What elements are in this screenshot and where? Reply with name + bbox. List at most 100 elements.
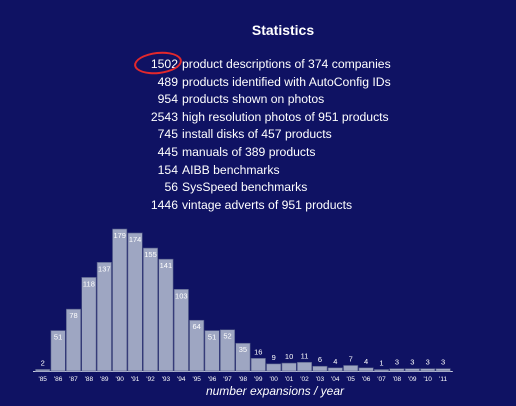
bar-05 bbox=[343, 365, 359, 372]
data-label: 52 bbox=[223, 332, 231, 341]
bar-93 bbox=[158, 258, 174, 372]
x-tick-label: '89 bbox=[100, 376, 109, 383]
data-label: 6 bbox=[318, 355, 322, 364]
data-label: 2 bbox=[41, 358, 45, 367]
bar-04 bbox=[327, 367, 343, 372]
x-tick-label: '00 bbox=[269, 376, 278, 383]
data-label: 10 bbox=[285, 352, 293, 361]
bar-00 bbox=[266, 363, 282, 372]
stat-description: vintage adverts of 951 products bbox=[182, 197, 353, 212]
statistics-list: 1502 product descriptions of 374 companie… bbox=[0, 56, 516, 214]
bar-06 bbox=[358, 367, 374, 372]
bar-01 bbox=[281, 362, 297, 372]
bar-11 bbox=[435, 368, 451, 372]
bar-98 bbox=[235, 342, 251, 372]
bar-95 bbox=[189, 319, 205, 372]
stat-description: high resolution photos of 951 products bbox=[182, 109, 389, 124]
x-tick-label: '97 bbox=[223, 376, 232, 383]
stat-row: 445 manuals of 389 products bbox=[0, 144, 516, 162]
x-tick-label: '04 bbox=[331, 376, 340, 383]
x-tick-label: '86 bbox=[54, 376, 63, 383]
bar-91 bbox=[127, 232, 143, 372]
x-tick-label: '03 bbox=[316, 376, 325, 383]
stat-row: 2543 high resolution photos of 951 produc… bbox=[0, 109, 516, 127]
x-tick-label: '01 bbox=[285, 376, 294, 383]
stat-description: SysSpeed benchmarks bbox=[182, 180, 308, 195]
stat-row: 745 install disks of 457 products bbox=[0, 126, 516, 144]
data-label: 3 bbox=[441, 358, 445, 367]
bar-86 bbox=[50, 330, 66, 372]
data-label: 155 bbox=[144, 250, 157, 259]
stat-row: 489 products identified with AutoConfig I… bbox=[0, 74, 516, 92]
data-label: 78 bbox=[69, 311, 77, 320]
data-label: 179 bbox=[113, 231, 126, 240]
data-label: 4 bbox=[333, 357, 337, 366]
bar-94 bbox=[173, 288, 189, 372]
bar-07 bbox=[373, 369, 389, 372]
x-tick-label: '99 bbox=[254, 376, 263, 383]
bar-87 bbox=[66, 308, 82, 372]
stat-description: install disks of 457 products bbox=[182, 127, 332, 142]
stat-number: 954 bbox=[157, 92, 178, 107]
stat-row: 1502 product descriptions of 374 companie… bbox=[0, 56, 516, 74]
data-label: 51 bbox=[208, 333, 216, 342]
bar-08 bbox=[389, 368, 405, 372]
data-label: 11 bbox=[301, 351, 309, 360]
data-label: 141 bbox=[160, 261, 173, 270]
data-label: 118 bbox=[83, 279, 95, 288]
x-tick-label: '07 bbox=[377, 376, 386, 383]
stat-description: product descriptions of 374 companies bbox=[182, 57, 391, 71]
x-tick-label: '98 bbox=[239, 376, 248, 383]
data-label: 4 bbox=[364, 357, 368, 366]
stat-description: products identified with AutoConfig IDs bbox=[182, 74, 391, 89]
data-label: 51 bbox=[54, 333, 62, 342]
bar-02 bbox=[296, 361, 312, 372]
x-tick-label: '93 bbox=[162, 376, 171, 383]
stat-number: 1502 bbox=[150, 57, 178, 71]
stat-number: 2543 bbox=[150, 109, 178, 124]
bar-97 bbox=[220, 329, 236, 372]
stat-description: products shown on photos bbox=[182, 92, 325, 107]
stat-number: 489 bbox=[157, 74, 178, 89]
stat-number: 56 bbox=[164, 180, 178, 195]
stat-row: 154 AIBB benchmarks bbox=[0, 162, 516, 180]
stat-number: 1446 bbox=[150, 197, 178, 212]
x-tick-label: '90 bbox=[115, 376, 124, 383]
x-tick-label: '96 bbox=[208, 376, 217, 383]
bar-85 bbox=[35, 369, 51, 372]
x-tick-label: '91 bbox=[131, 376, 140, 383]
x-tick-label: '05 bbox=[346, 376, 355, 383]
data-label: 137 bbox=[98, 264, 111, 273]
bar-99 bbox=[250, 358, 266, 372]
data-label: 3 bbox=[426, 358, 430, 367]
x-tick-label: '11 bbox=[439, 376, 447, 383]
data-label: 3 bbox=[410, 358, 414, 367]
chart-x-axis-label: number expansions / year bbox=[205, 384, 345, 398]
x-tick-label: '10 bbox=[423, 376, 432, 383]
x-tick-label: '92 bbox=[146, 376, 155, 383]
x-tick-label: '09 bbox=[408, 376, 417, 383]
data-label: 1 bbox=[379, 359, 383, 368]
x-tick-label: '87 bbox=[69, 376, 78, 383]
bar-96 bbox=[204, 330, 220, 372]
page-title: Statistics bbox=[251, 22, 315, 38]
data-label: 7 bbox=[349, 354, 353, 363]
stat-row: 56 SysSpeed benchmarks bbox=[0, 179, 516, 197]
bar-92 bbox=[143, 247, 159, 372]
bar-88 bbox=[81, 277, 97, 372]
data-label: 64 bbox=[193, 322, 201, 331]
x-tick-label: '94 bbox=[177, 376, 186, 383]
bar-03 bbox=[312, 365, 328, 372]
x-tick-label: '06 bbox=[362, 376, 371, 383]
x-tick-label: '88 bbox=[85, 376, 94, 383]
data-label: 35 bbox=[239, 345, 247, 354]
stat-row: 954 products shown on photos bbox=[0, 91, 516, 109]
x-tick-label: '08 bbox=[393, 376, 402, 383]
stat-description: manuals of 389 products bbox=[182, 144, 316, 159]
data-label: 9 bbox=[272, 353, 276, 362]
data-label: 16 bbox=[254, 347, 262, 356]
stat-number: 745 bbox=[157, 127, 178, 142]
bar-09 bbox=[404, 368, 420, 372]
